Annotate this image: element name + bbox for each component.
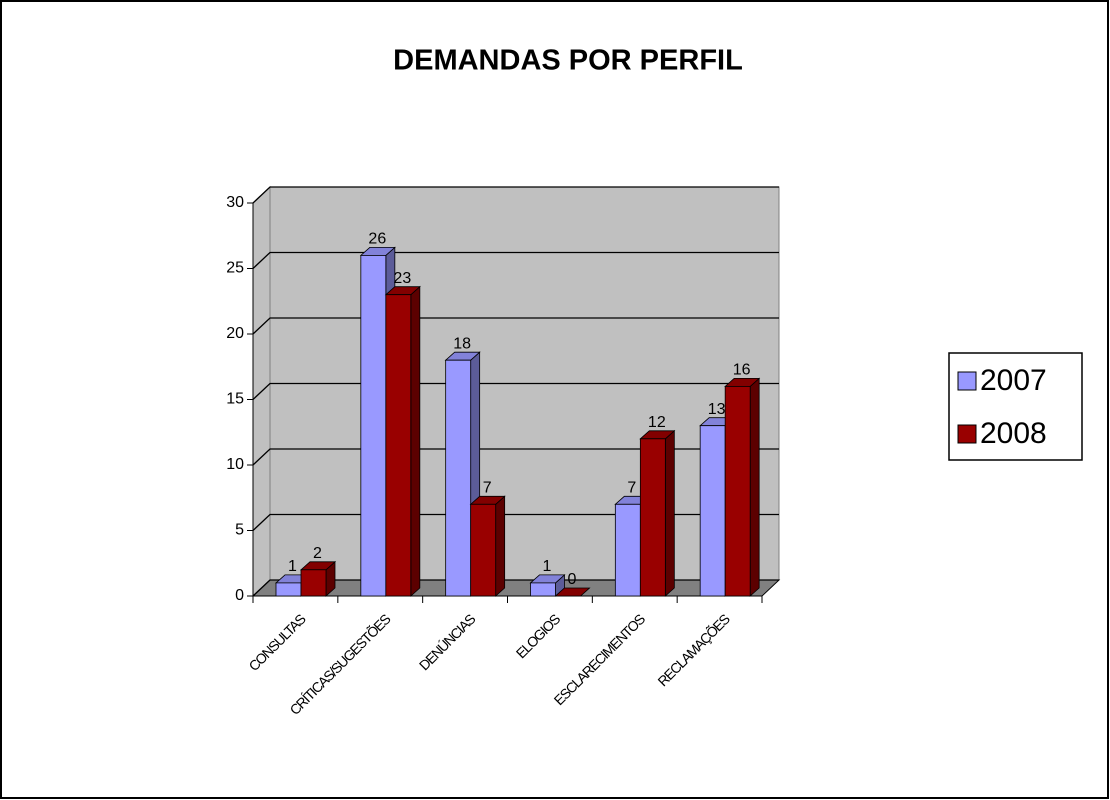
bar-top (554, 587, 591, 597)
value-label: 12 (648, 414, 666, 431)
value-label: 23 (393, 270, 411, 287)
value-label: 16 (733, 362, 751, 379)
bar (275, 582, 302, 597)
bar (699, 425, 726, 597)
bar-side (664, 429, 675, 597)
y-tick-label: 15 (226, 391, 244, 408)
y-tick-label: 0 (235, 587, 244, 604)
bar (360, 254, 387, 597)
y-tick-label: 10 (226, 456, 244, 473)
legend-swatch (957, 371, 977, 391)
value-label: 26 (368, 231, 386, 248)
value-label: 2 (313, 545, 322, 562)
y-tick-label: 5 (235, 522, 244, 539)
value-label: 1 (543, 558, 552, 575)
bar (614, 503, 641, 597)
grid-line (252, 382, 779, 400)
grid-line (252, 317, 779, 335)
bar (470, 503, 497, 597)
y-tick-label: 25 (226, 260, 244, 277)
grid-line (252, 251, 779, 269)
value-label: 0 (568, 571, 577, 588)
legend-swatch (957, 424, 977, 444)
grid-line (252, 579, 779, 597)
value-label: 13 (708, 401, 726, 418)
bar-side (749, 377, 760, 597)
y-tick-label: 20 (226, 325, 244, 342)
bar (724, 385, 751, 597)
bar (300, 569, 327, 597)
chart-title: DEMANDAS POR PERFIL (393, 45, 743, 77)
legend-label: 2008 (980, 417, 1047, 450)
value-label: 18 (453, 335, 471, 352)
bar (639, 438, 666, 597)
grid-line (252, 513, 779, 531)
value-label: 7 (627, 480, 636, 497)
value-label: 7 (483, 480, 492, 497)
bar (530, 582, 556, 597)
value-label: 1 (288, 558, 297, 575)
grid-line (252, 448, 779, 466)
bar-side (410, 285, 421, 597)
bar (445, 359, 472, 597)
bar-side (495, 495, 506, 597)
legend-label: 2007 (980, 364, 1047, 397)
bar (385, 294, 412, 597)
grid-line (252, 186, 779, 204)
y-tick-label: 30 (226, 194, 244, 211)
